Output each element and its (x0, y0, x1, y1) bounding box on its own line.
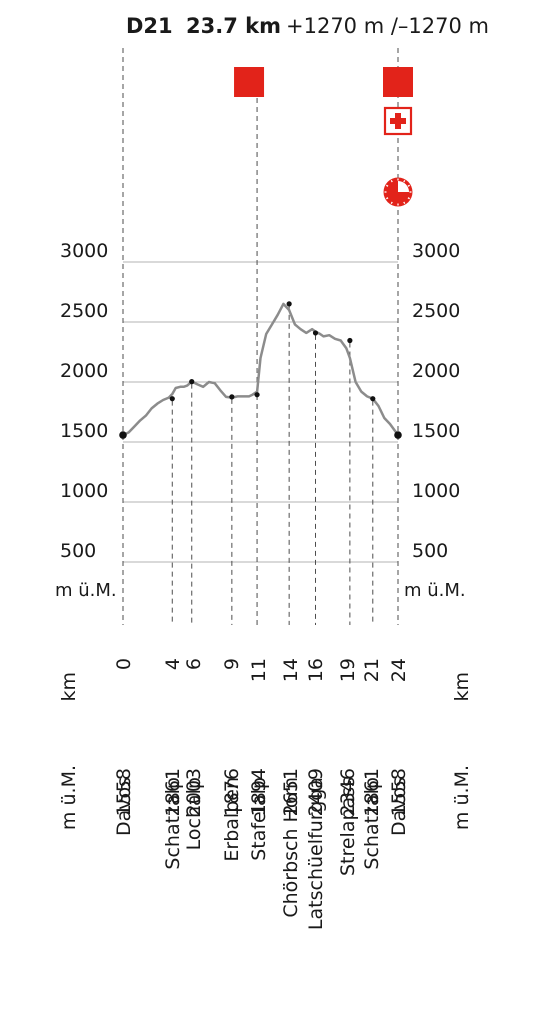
elevation-label: 2409 (305, 768, 327, 816)
y-tick-label-left: 1000 (60, 480, 108, 502)
clock-tick (407, 184, 411, 187)
elevation-label: 1861 (361, 768, 383, 816)
place-name-label: Strelapass (337, 777, 359, 876)
km-label: 16 (305, 658, 327, 682)
elevation-label: 2003 (183, 768, 205, 816)
first-aid-cross-vertical (395, 113, 401, 129)
elevation-label: 1894 (248, 768, 270, 816)
elevation-label: 1876 (221, 768, 243, 816)
elevation-row-label-left: m ü.M. (58, 765, 80, 830)
km-label: 24 (388, 658, 410, 682)
waypoint-dot (169, 396, 175, 402)
y-tick-label-right: 2000 (412, 360, 460, 382)
y-tick-label-right: 2500 (412, 300, 460, 322)
km-label: 19 (337, 658, 359, 682)
waypoint-dot (394, 431, 402, 439)
clock-tick (385, 184, 389, 187)
km-label: 21 (361, 658, 383, 682)
y-unit-label-right: m ü.M. (404, 580, 466, 601)
y-tick-label-right: 1500 (412, 420, 460, 442)
y-tick-label-right: 3000 (412, 240, 460, 262)
km-label: 0 (113, 658, 135, 670)
elevation-row-label-right: m ü.M. (451, 765, 473, 830)
clock-tick (390, 179, 393, 183)
elevation-label: 1558 (388, 768, 410, 816)
y-tick-label-left: 3000 (60, 240, 108, 262)
y-tick-label-right: 1000 (412, 480, 460, 502)
y-tick-label-left: 2500 (60, 300, 108, 322)
elevation-label: 1558 (113, 768, 135, 816)
place-name-label: Davos (388, 777, 410, 836)
elevation-profile-line (121, 302, 400, 437)
route-code: D21 (126, 14, 173, 38)
waypoint-dot (254, 392, 260, 398)
clock-tick (403, 201, 406, 205)
clock-tick (403, 179, 406, 183)
waypoint-dot (119, 431, 127, 439)
clock-tick (385, 197, 389, 200)
clock-quarter (398, 181, 409, 192)
y-unit-label-left: m ü.M. (55, 580, 117, 601)
elevation-label: 2346 (337, 768, 359, 816)
y-tick-label-left: 2000 (60, 360, 108, 382)
km-label: 9 (221, 658, 243, 670)
place-name-label: Schatzalp (361, 777, 383, 870)
km-row-label-left: km (58, 672, 80, 702)
km-label: 6 (183, 658, 205, 670)
y-tick-label-left: 500 (60, 540, 96, 562)
waypoint-dot (312, 330, 319, 336)
place-name-label: Erbalpen (221, 777, 243, 862)
place-name-label: Davos (113, 777, 135, 836)
place-name-label: Chörbsch Horn (280, 777, 302, 918)
route-distance: 23.7 km (186, 14, 281, 38)
place-name-label: Latschüelfurgga (305, 777, 327, 930)
km-label: 14 (280, 658, 302, 682)
route-ascent-descent: +1270 m /–1270 m (286, 14, 489, 38)
red-square-icon (234, 67, 265, 97)
km-row-label-right: km (451, 672, 473, 702)
waypoint-dot (189, 379, 195, 385)
waypoint-dot (286, 301, 292, 307)
elevation-label: 1861 (162, 768, 184, 816)
waypoint-dot (229, 394, 235, 400)
place-name-label: Schatzalp (162, 777, 184, 870)
clock-tick (407, 197, 411, 200)
place-name-label: Stafelalp (248, 777, 270, 861)
km-label: 11 (248, 658, 270, 682)
clock-tick (390, 201, 393, 205)
y-tick-label-right: 500 (412, 540, 448, 562)
elevation-label: 2651 (280, 768, 302, 816)
red-square-icon (383, 67, 413, 97)
place-name-label: Lochalp (183, 777, 205, 850)
waypoint-dot (370, 396, 376, 402)
km-label: 4 (162, 658, 184, 670)
y-tick-label-left: 1500 (60, 420, 108, 442)
waypoint-dot (347, 337, 353, 344)
route-header: D21 23.7 km +1270 m /–1270 m (0, 14, 541, 50)
